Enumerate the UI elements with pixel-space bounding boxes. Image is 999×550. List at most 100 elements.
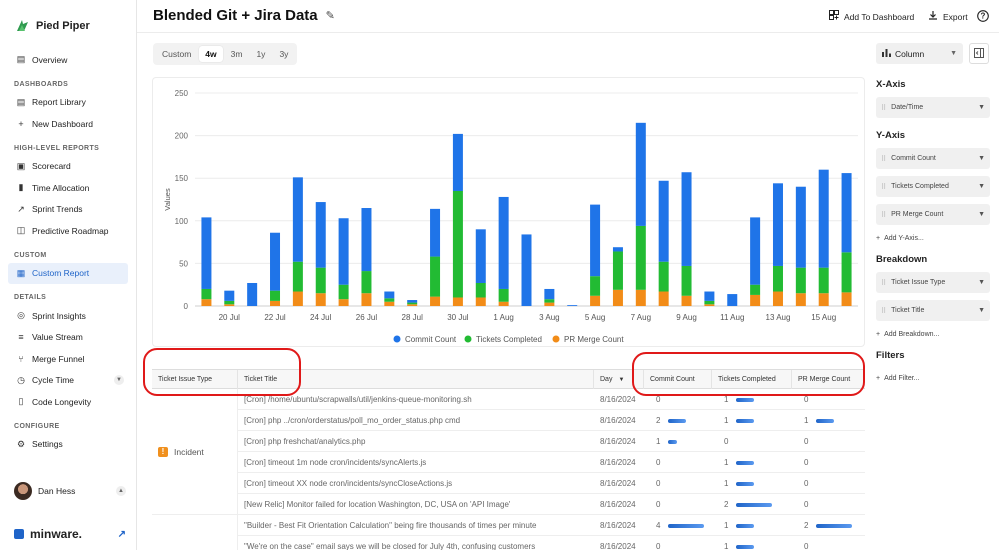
bar-commit-count[interactable] <box>292 177 303 262</box>
bar-tickets-completed[interactable] <box>590 276 601 296</box>
bar-tickets-completed[interactable] <box>224 300 235 305</box>
bar-pr-merge-count[interactable] <box>270 300 281 306</box>
sidebar-item-time-allocation[interactable]: ▮ Time Allocation <box>8 177 128 199</box>
help-button[interactable]: ? <box>977 10 989 24</box>
bar-commit-count[interactable] <box>430 208 441 257</box>
table-row[interactable]: [Cron] timeout 1m node cron/incidents/sy… <box>238 452 865 473</box>
table-row[interactable]: [New Relic] Monitor failed for location … <box>238 494 865 515</box>
bar-tickets-completed[interactable] <box>475 282 486 298</box>
col-pr-merge-count[interactable]: PR Merge Count <box>798 376 851 383</box>
bar-pr-merge-count[interactable] <box>658 291 669 306</box>
bar-tickets-completed[interactable] <box>635 225 646 290</box>
bar-commit-count[interactable] <box>452 133 463 191</box>
bar-pr-merge-count[interactable] <box>544 302 555 306</box>
bar-pr-merge-count[interactable] <box>818 293 829 306</box>
export-button[interactable]: Export <box>928 10 968 23</box>
bar-pr-merge-count[interactable] <box>590 295 601 306</box>
bar-commit-count[interactable] <box>338 218 349 285</box>
drag-handle-icon[interactable]: ⠿ <box>881 307 887 315</box>
range-option-custom[interactable]: Custom <box>162 49 192 59</box>
sidebar-item-custom-report[interactable]: ▦ Custom Report <box>8 262 128 284</box>
workspace-brand[interactable]: Pied Piper <box>16 19 90 32</box>
bar-commit-count[interactable] <box>361 208 372 272</box>
bar-pr-merge-count[interactable] <box>315 293 326 306</box>
cell-ticket-title[interactable]: [Cron] timeout 1m node cron/incidents/sy… <box>244 458 427 467</box>
bar-pr-merge-count[interactable] <box>338 299 349 306</box>
cell-ticket-title[interactable]: [Cron] php ../cron/orderstatus/poll_mo_o… <box>244 416 461 425</box>
bar-commit-count[interactable] <box>612 247 623 252</box>
legend-item-tickets-completed[interactable]: Tickets Completed <box>464 335 542 344</box>
drag-handle-icon[interactable]: ⠿ <box>881 279 887 287</box>
bar-tickets-completed[interactable] <box>841 252 852 293</box>
bar-pr-merge-count[interactable] <box>681 295 692 306</box>
bar-commit-count[interactable] <box>201 217 212 289</box>
bar-commit-count[interactable] <box>384 291 395 299</box>
bar-commit-count[interactable] <box>590 204 601 277</box>
bar-pr-merge-count[interactable] <box>612 289 623 306</box>
sidebar-item-report-library[interactable]: ▤ Report Library <box>8 92 128 114</box>
bar-commit-count[interactable] <box>407 300 418 303</box>
bar-tickets-completed[interactable] <box>338 284 349 300</box>
col-day[interactable]: Day ▼ <box>594 370 644 389</box>
bar-tickets-completed[interactable] <box>704 300 715 305</box>
bar-pr-merge-count[interactable] <box>704 304 715 306</box>
drag-handle-icon[interactable]: ⠿ <box>881 104 887 112</box>
bar-tickets-completed[interactable] <box>544 299 555 303</box>
bar-commit-count[interactable] <box>567 305 578 306</box>
bar-tickets-completed[interactable] <box>818 267 829 294</box>
bar-pr-merge-count[interactable] <box>750 294 761 306</box>
bar-tickets-completed[interactable] <box>452 190 463 298</box>
bar-pr-merge-count[interactable] <box>407 304 418 306</box>
cell-ticket-title[interactable]: "Builder - Best Fit Orientation Calculat… <box>244 521 537 530</box>
bar-tickets-completed[interactable] <box>384 298 395 302</box>
cell-ticket-title[interactable]: [Cron] php freshchat/analytics.php <box>244 437 366 446</box>
table-row[interactable]: "We're on the case" email says we will b… <box>238 536 865 550</box>
bar-pr-merge-count[interactable] <box>795 293 806 306</box>
table-row[interactable]: "Builder - Best Fit Orientation Calculat… <box>238 515 865 536</box>
range-option-4w[interactable]: 4w <box>199 46 223 62</box>
bar-pr-merge-count[interactable] <box>841 292 852 306</box>
field-pr-merge-count[interactable]: ⠿ PR Merge Count ▼ <box>876 204 990 225</box>
sidebar-item-predictive-roadmap[interactable]: ◫ Predictive Roadmap <box>8 220 128 242</box>
bar-commit-count[interactable] <box>544 288 555 300</box>
bar-pr-merge-count[interactable] <box>224 304 235 306</box>
bar-pr-merge-count[interactable] <box>635 289 646 306</box>
cell-ticket-title[interactable]: "We're on the case" email says we will b… <box>244 542 536 550</box>
drag-handle-icon[interactable]: ⠿ <box>881 183 887 191</box>
bar-tickets-completed[interactable] <box>658 261 669 292</box>
bar-commit-count[interactable] <box>795 186 806 268</box>
bar-commit-count[interactable] <box>772 183 783 266</box>
bar-pr-merge-count[interactable] <box>384 301 395 306</box>
legend-item-commit-count[interactable]: Commit Count <box>393 335 457 344</box>
add-breakdown-button[interactable]: + Add Breakdown... <box>876 331 990 338</box>
add-filter-button[interactable]: + Add Filter... <box>876 375 990 382</box>
sidebar-item-sprint-trends[interactable]: ↗ Sprint Trends <box>8 199 128 221</box>
sidebar-item-settings[interactable]: ⚙ Settings <box>8 434 128 456</box>
drag-handle-icon[interactable]: ⠿ <box>881 155 887 163</box>
bar-tickets-completed[interactable] <box>498 288 509 302</box>
drag-handle-icon[interactable]: ⠿ <box>881 211 887 219</box>
bar-commit-count[interactable] <box>681 172 692 266</box>
col-tickets-completed[interactable]: Tickets Completed <box>712 370 792 389</box>
bar-tickets-completed[interactable] <box>681 265 692 296</box>
sidebar-item-code-longevity[interactable]: ▯ Code Longevity <box>8 391 128 413</box>
bar-commit-count[interactable] <box>750 217 761 285</box>
bar-pr-merge-count[interactable] <box>292 291 303 306</box>
sidebar-item-scorecard[interactable]: ▣ Scorecard <box>8 156 128 178</box>
bar-tickets-completed[interactable] <box>795 267 806 294</box>
sidebar-item-cycle-time[interactable]: ◷ Cycle Time ▼ <box>8 370 128 392</box>
bar-commit-count[interactable] <box>727 294 738 306</box>
sidebar-item-merge-funnel[interactable]: ⑂ Merge Funnel <box>8 348 128 370</box>
sidebar-item-sprint-insights[interactable]: ◎ Sprint Insights <box>8 305 128 327</box>
bar-commit-count[interactable] <box>315 202 326 268</box>
col-commit-count[interactable]: Commit Count <box>644 370 712 389</box>
col-ticket-issue-type[interactable]: Ticket Issue Type <box>152 370 238 389</box>
bar-pr-merge-count[interactable] <box>498 301 509 306</box>
field-ticket-issue-type[interactable]: ⠿ Ticket Issue Type ▼ <box>876 272 990 293</box>
bar-tickets-completed[interactable] <box>750 284 761 295</box>
bar-pr-merge-count[interactable] <box>361 293 372 306</box>
cell-ticket-title[interactable]: [Cron] /home/ubuntu/scrapwalls/util/jenk… <box>244 395 472 404</box>
table-row[interactable]: [Cron] timeout XX node cron/incidents/sy… <box>238 473 865 494</box>
bar-pr-merge-count[interactable] <box>772 291 783 306</box>
bar-tickets-completed[interactable] <box>430 256 441 297</box>
